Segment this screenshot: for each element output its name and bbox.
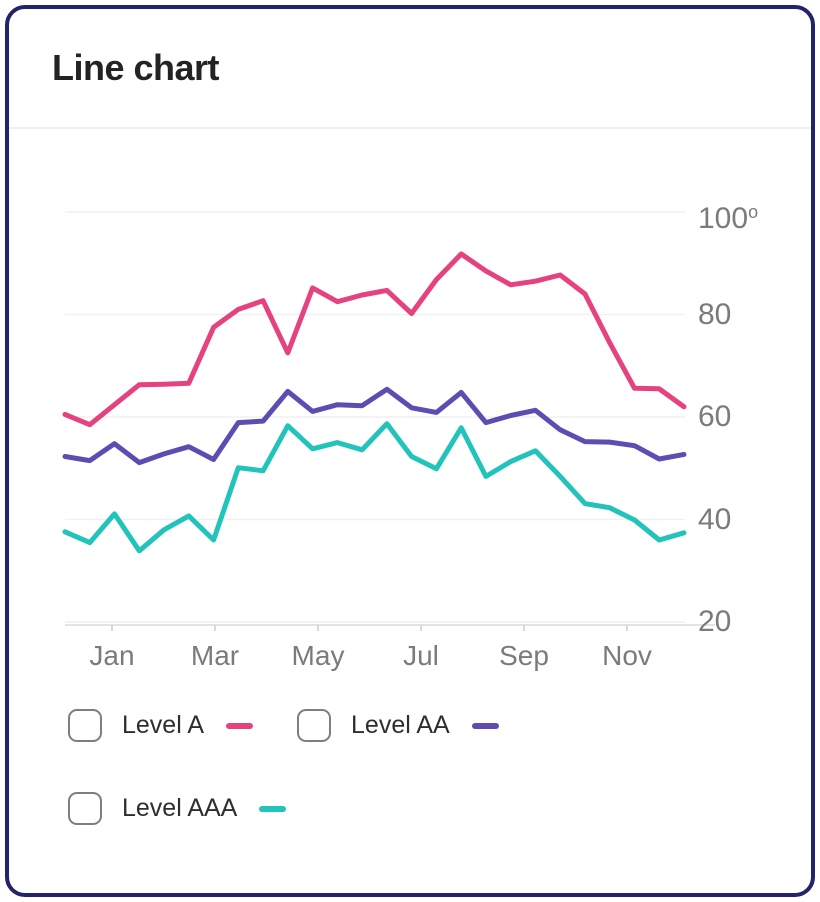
series-lines [62,251,687,554]
x-axis [65,624,715,631]
series-line-level-aa[interactable] [62,386,687,466]
legend-row: Level A Level AA [68,709,781,742]
x-tick-label-mar: Mar [190,640,240,671]
legend-item-level-aaa[interactable]: Level AAA [68,792,287,825]
legend-label-level-a: Level A [122,711,205,739]
header-divider [9,127,811,129]
y-tick-label-20: 20 [698,605,732,638]
chart-legend: Level A Level AA Level AAA [68,709,781,825]
level-aa-color-dash-icon [471,722,499,729]
level-aaa-checkbox[interactable] [68,792,102,825]
series-line-level-a[interactable] [62,251,687,428]
page-title: Line chart [52,47,220,88]
line-chart: 100o 80 60 40 20 Jan Mar May Jul Sep Nov [9,150,811,690]
x-tick-label-jul: Jul [403,640,439,671]
x-tick-label-jan: Jan [89,640,135,671]
degree-superscript: o [748,202,759,222]
level-a-color-dash-icon [226,722,254,729]
y-tick-label-80: 80 [698,298,732,331]
y-tick-label-60: 60 [698,400,732,433]
y-tick-label-100: 100o [698,202,759,235]
y-tick-label-40: 40 [698,503,732,536]
level-aa-checkbox[interactable] [297,709,332,742]
legend-label-level-aaa: Level AAA [122,794,238,822]
legend-item-level-a[interactable]: Level A [68,709,254,742]
level-a-checkbox[interactable] [68,709,102,742]
legend-label-level-aa: Level AA [351,711,450,739]
x-tick-label-may: May [291,640,345,671]
series-line-level-aaa[interactable] [62,421,687,554]
line-chart-card: Line chart 100o 80 60 40 20 Jan Mar May … [5,5,815,897]
legend-item-level-aa[interactable]: Level AA [297,709,499,742]
chart-canvas [62,211,715,631]
x-tick-label-sep: Sep [499,640,549,671]
gridlines [65,211,685,623]
x-tick-label-nov: Nov [602,640,652,671]
legend-row: Level AAA [68,792,781,825]
level-aaa-color-dash-icon [259,805,287,812]
